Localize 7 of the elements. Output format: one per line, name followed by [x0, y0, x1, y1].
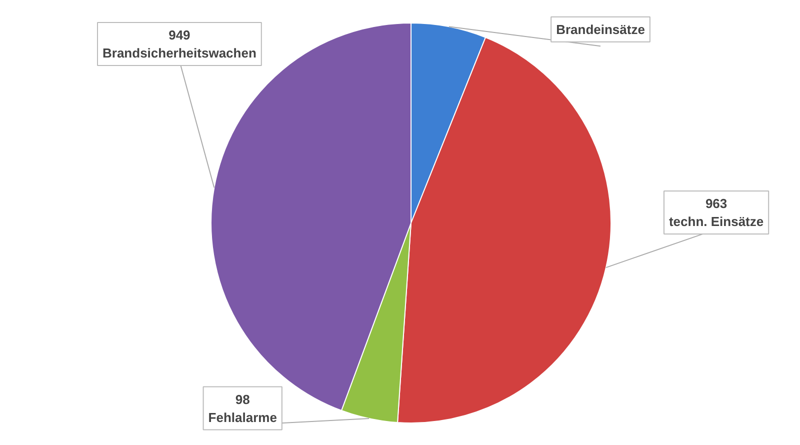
slice-label: Fehlalarme: [208, 410, 277, 425]
slice-label: Brandeinsätze: [556, 22, 645, 37]
slice-label: techn. Einsätze: [668, 214, 764, 229]
data-label: 98: [235, 392, 250, 407]
data-label: 963: [705, 196, 728, 211]
data-label: 949: [168, 28, 190, 43]
slice-label: Brandsicherheitswachen: [102, 46, 256, 61]
